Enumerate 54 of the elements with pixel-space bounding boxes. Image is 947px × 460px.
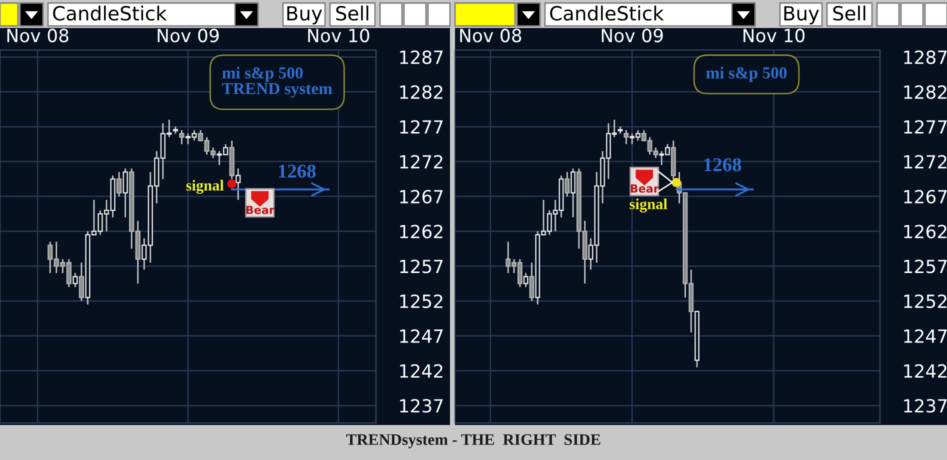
y-tick-label: 1252 <box>904 294 946 308</box>
candlestick <box>236 168 241 201</box>
x-tick-label: Nov 09 <box>602 28 663 42</box>
y-tick-label: 1247 <box>904 329 947 343</box>
annotation: signal <box>186 180 224 194</box>
candlestick <box>78 262 84 302</box>
candlestick <box>624 129 629 145</box>
text: CandleStick <box>550 6 664 21</box>
y-tick-label: 1242 <box>400 364 442 378</box>
text: Buy <box>784 6 820 24</box>
y-tick-label: 1242 <box>904 364 946 378</box>
candlestick <box>529 262 534 302</box>
y-tick-label: 1277 <box>400 120 443 134</box>
y-tick-label: 1272 <box>904 155 946 168</box>
x-tick-label: Nov 08 <box>460 28 522 42</box>
text: CandleStick <box>53 6 167 21</box>
y-tick-label: 1267 <box>400 190 443 204</box>
candlestick <box>72 272 78 288</box>
x-tick-label: Nov 10 <box>308 28 370 42</box>
y-tick-label: 1272 <box>400 155 442 168</box>
text: TRENDsystem - THE RIGHT SIDE <box>346 434 600 448</box>
y-tick-label: 1237 <box>904 399 947 413</box>
x-tick-label: Nov 10 <box>744 28 805 42</box>
candlestick <box>116 171 122 198</box>
y-tick-label: 1277 <box>904 120 947 134</box>
annotation: mi s&p 500 <box>706 66 787 82</box>
annotation: 1268 <box>704 158 742 172</box>
y-tick-label: 1262 <box>904 224 946 238</box>
y-tick-label: 1287 <box>400 50 443 64</box>
annotation: mi s&p 500 TREND system <box>222 66 332 98</box>
candlestick <box>179 129 184 145</box>
annotation: signal <box>630 198 668 212</box>
y-tick-label: 1252 <box>400 294 442 308</box>
y-tick-label: 1257 <box>400 260 443 274</box>
y-tick-label: 1282 <box>904 85 946 99</box>
annotation: Bear <box>630 184 659 193</box>
candlestick <box>523 272 528 288</box>
candlestick <box>564 171 570 198</box>
annotation: Bear <box>246 206 274 214</box>
y-tick-label: 1282 <box>400 85 442 99</box>
y-tick-label: 1247 <box>400 329 443 343</box>
x-tick-label: Nov 08 <box>7 28 68 42</box>
y-tick-label: 1262 <box>400 224 442 238</box>
text: Sell <box>833 6 866 21</box>
text: Buy <box>287 6 322 24</box>
x-tick-label: Nov 09 <box>158 28 219 42</box>
y-tick-label: 1237 <box>400 399 443 413</box>
y-tick-label: 1267 <box>904 190 947 204</box>
candlestick <box>570 168 576 218</box>
y-tick-label: 1257 <box>904 260 947 274</box>
candlestick <box>122 168 128 218</box>
y-tick-label: 1287 <box>904 50 947 64</box>
text: Sell <box>336 6 368 21</box>
annotation: 1268 <box>278 164 316 178</box>
